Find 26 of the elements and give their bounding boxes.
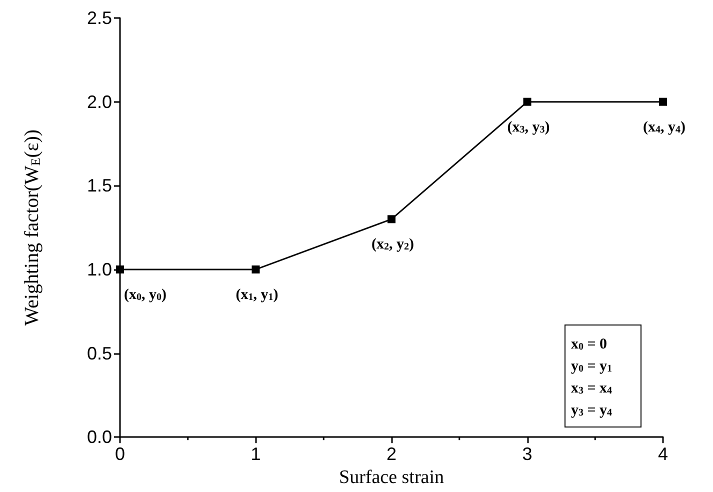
point — [659, 98, 667, 106]
x-tick-label: 0 — [114, 444, 126, 464]
annotation: (x4, y4) — [643, 119, 686, 136]
x-tick-label: 2 — [386, 444, 397, 464]
x-tick-label: 1 — [250, 444, 261, 464]
x-tick-label: 3 — [522, 444, 532, 464]
y-tick-label: 1.5 — [86, 176, 112, 196]
x-tick-label: 4 — [658, 444, 668, 464]
annotation: y3 = y4 — [571, 402, 612, 418]
annotation: (x3, y3) — [507, 119, 550, 136]
point — [523, 98, 532, 106]
annotation: (x2, y2) — [372, 236, 414, 253]
point — [388, 215, 396, 224]
annotation: x3 = x4 — [571, 380, 612, 396]
x-axis-title: Surface strain — [339, 467, 444, 488]
y-tick-label: 2.5 — [86, 8, 112, 28]
y-tick-label: 2.0 — [86, 92, 112, 112]
annotation: (x0, y0) — [124, 286, 166, 303]
annotation: x0 = 0 — [571, 336, 608, 352]
point — [252, 265, 260, 274]
annotation: (x1, y1) — [236, 286, 278, 303]
y-tick-label: 1.0 — [86, 259, 112, 280]
y-tick-label: 0.0 — [86, 427, 112, 448]
y-axis-title: Weighting factor(WE(ε)) — [21, 129, 43, 326]
annotation: y0 = y1 — [571, 358, 612, 374]
y-tick-label: 0.5 — [86, 343, 112, 364]
